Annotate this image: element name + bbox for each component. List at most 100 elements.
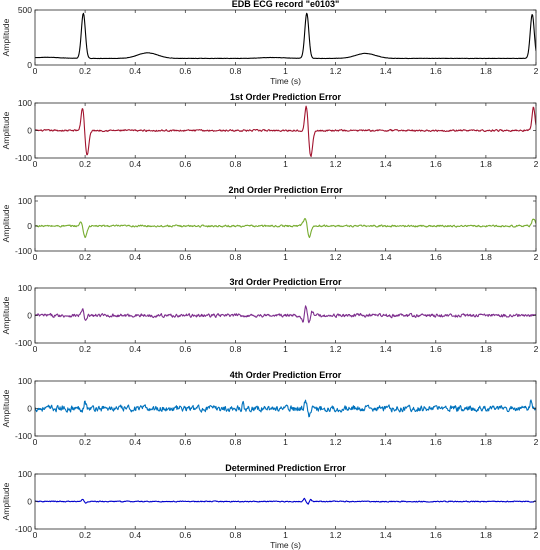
x-tick-label: 1.2	[330, 66, 342, 76]
x-tick-label: 1	[283, 437, 288, 447]
x-tick-label: 0.2	[79, 437, 91, 447]
series-line	[35, 12, 536, 60]
x-tick-label: 0.8	[229, 530, 241, 540]
y-tick-label: 100	[18, 283, 32, 293]
y-tick-label: 100	[18, 469, 32, 479]
x-tick-label: 1.8	[480, 252, 492, 262]
y-axis-label: Amplitude	[1, 296, 11, 334]
y-tick-label: -100	[15, 431, 32, 441]
x-tick-label: 0	[33, 344, 38, 354]
x-tick-label: 1	[283, 159, 288, 169]
y-tick-label: -100	[15, 338, 32, 348]
x-tick-label: 0	[33, 159, 38, 169]
x-tick-label: 2	[534, 437, 539, 447]
x-tick-label: 0.4	[129, 252, 141, 262]
chart-panel-4: 3rd Order Prediction Error 0 0.2 0.4 0.6 0.8 1…	[1, 277, 539, 354]
x-tick-label: 1	[283, 530, 288, 540]
x-tick-label: 2	[534, 66, 539, 76]
chart-panel-6: Determined Prediction Error 0 0.2 0.4 0.6 0.8…	[1, 463, 539, 550]
x-tick-label: 1.6	[430, 252, 442, 262]
y-tick-label: 100	[18, 98, 32, 108]
x-tick-label: 1.6	[430, 159, 442, 169]
x-tick-label: 0.6	[179, 530, 191, 540]
y-axis-label: Amplitude	[1, 482, 11, 520]
chart-panel-1: EDB ECG record "e0103" 0 0.2 0.4 0.6 0.8 1 1.2 1…	[1, 0, 539, 86]
chart-panel-3: 2nd Order Prediction Error 0 0.2 0.4 0.6 0.8 1…	[1, 185, 539, 262]
x-tick-label: 1.6	[430, 66, 442, 76]
x-tick-label: 0.2	[79, 530, 91, 540]
y-tick-label: 0	[27, 404, 32, 414]
y-axis-label: Amplitude	[1, 204, 11, 242]
x-tick-label: 1.2	[330, 437, 342, 447]
series-line	[35, 399, 536, 418]
x-tick-label: 0.6	[179, 159, 191, 169]
x-tick-label: 1.6	[430, 437, 442, 447]
y-tick-label: -100	[15, 153, 32, 163]
x-tick-label: 0.8	[229, 437, 241, 447]
x-tick-label: 0.4	[129, 437, 141, 447]
panel-title: Determined Prediction Error	[225, 463, 346, 473]
y-tick-label: 0	[27, 221, 32, 231]
series-line	[35, 105, 536, 158]
x-tick-label: 0.8	[229, 159, 241, 169]
x-tick-label: 1.8	[480, 344, 492, 354]
x-tick-label: 0.8	[229, 66, 241, 76]
x-tick-label: 0.6	[179, 437, 191, 447]
x-tick-label: 1.4	[380, 530, 392, 540]
x-tick-label: 1.8	[480, 437, 492, 447]
x-tick-label: 0.6	[179, 66, 191, 76]
y-axis-label: Amplitude	[1, 18, 11, 56]
x-tick-label: 1.4	[380, 159, 392, 169]
series-line	[35, 217, 536, 239]
x-tick-label: 0.4	[129, 159, 141, 169]
y-tick-label: 500	[18, 5, 32, 15]
x-tick-label: 0.2	[79, 252, 91, 262]
x-tick-label: 0	[33, 252, 38, 262]
x-tick-label: 2	[534, 252, 539, 262]
x-tick-label: 1.2	[330, 159, 342, 169]
x-tick-label: 0.8	[229, 252, 241, 262]
x-tick-label: 1.4	[380, 344, 392, 354]
x-tick-label: 1.2	[330, 344, 342, 354]
x-tick-label: 0.6	[179, 252, 191, 262]
x-tick-label: 1.4	[380, 66, 392, 76]
x-tick-label: 2	[534, 344, 539, 354]
y-tick-label: 0	[27, 311, 32, 321]
x-tick-label: 1.4	[380, 252, 392, 262]
x-tick-label: 0.6	[179, 344, 191, 354]
x-tick-label: 1	[283, 344, 288, 354]
series-line	[35, 305, 536, 324]
y-axis-label: Amplitude	[1, 111, 11, 149]
axes-box	[34, 195, 537, 252]
x-tick-label: 1.8	[480, 530, 492, 540]
x-tick-label: 1.6	[430, 530, 442, 540]
x-tick-label: 1.8	[480, 66, 492, 76]
x-tick-label: 0	[33, 530, 38, 540]
x-axis-label: Time (s)	[270, 76, 301, 86]
x-tick-label: 0.8	[229, 344, 241, 354]
panel-title: 3rd Order Prediction Error	[229, 277, 342, 287]
y-tick-label: 0	[27, 497, 32, 507]
panel-title: 1st Order Prediction Error	[230, 92, 342, 102]
y-tick-label: 0	[27, 60, 32, 70]
y-tick-label: -100	[15, 524, 32, 534]
x-tick-label: 1.8	[480, 159, 492, 169]
x-tick-label: 0.2	[79, 159, 91, 169]
chart-panel-5: 4th Order Prediction Error 0 0.2 0.4 0.6 0.8 1…	[1, 370, 539, 447]
panel-title: 4th Order Prediction Error	[230, 370, 342, 380]
x-tick-label: 1	[283, 252, 288, 262]
x-tick-label: 1.4	[380, 437, 392, 447]
x-tick-label: 1.2	[330, 252, 342, 262]
x-tick-label: 0.4	[129, 530, 141, 540]
y-tick-label: 0	[27, 126, 32, 136]
x-tick-label: 1	[283, 66, 288, 76]
axes-box	[34, 9, 537, 66]
panel-title: EDB ECG record "e0103"	[232, 0, 340, 9]
series-line	[35, 497, 536, 505]
x-axis-label: Time (s)	[270, 540, 301, 550]
x-tick-label: 2	[534, 530, 539, 540]
x-tick-label: 0.2	[79, 344, 91, 354]
panel-title: 2nd Order Prediction Error	[228, 185, 343, 195]
y-tick-label: -100	[15, 246, 32, 256]
